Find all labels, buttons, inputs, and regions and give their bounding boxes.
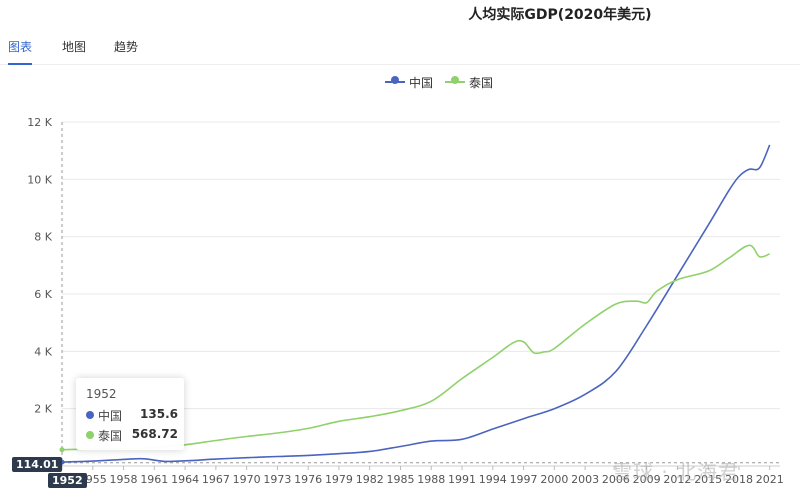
tooltip-row-china: 中国 135.6 [86,407,178,423]
x-tick-label: 1967 [202,473,230,486]
series-dot-icon [86,411,94,419]
x-tick-label: 1976 [294,473,322,486]
tooltip-series-name: 中国 [98,409,123,423]
x-tick-label: 1988 [417,473,445,486]
x-tick-label: 2012 [663,473,691,486]
tab-trend[interactable]: 趋势 [114,40,139,54]
tooltip-series-value: 135.6 [140,407,178,421]
tooltip: 1952 中国 135.6 泰国 568.72 [76,378,184,450]
x-tick-label: 2015 [694,473,722,486]
tooltip-series-value: 568.72 [131,427,178,441]
x-tick-label: 1973 [263,473,291,486]
y-tick-label: 6 K [34,288,52,301]
x-tick-label: 2006 [602,473,630,486]
x-tick-label: 1964 [171,473,199,486]
y-tick-label: 2 K [34,403,52,416]
x-tick-label: 1979 [325,473,353,486]
tooltip-year: 1952 [86,387,117,401]
x-tick-label: 1991 [448,473,476,486]
x-tick-label: 1997 [510,473,538,486]
y-tick-label: 4 K [34,345,52,358]
x-tick-label: 2000 [540,473,568,486]
y-tick-label: 12 K [27,116,52,129]
x-tick-label: 1958 [110,473,138,486]
legend-marker-icon [451,76,459,84]
series-line-china[interactable] [61,144,771,463]
crosshair-y-label: 114.01 [12,457,63,472]
crosshair-x-label: 1952 [48,473,87,488]
legend-label: 中国 [409,76,434,90]
tooltip-series-name: 泰国 [98,429,123,443]
tab-bar: 图表 地图 趋势 [0,34,800,65]
x-tick-label: 2018 [725,473,753,486]
x-tick-label: 1961 [140,473,168,486]
tab-chart[interactable]: 图表 [8,38,33,65]
y-tick-label: 8 K [34,231,52,244]
tooltip-row-thailand: 泰国 568.72 [86,427,178,443]
watermark: 雪球 · 北海君 [612,460,740,484]
series-line-thailand[interactable] [61,244,770,451]
x-tick-label: 2021 [756,473,784,486]
x-tick-label: 1985 [386,473,414,486]
x-tick-label: 1994 [479,473,507,486]
x-tick-label: 1982 [356,473,384,486]
x-tick-label: 1970 [233,473,261,486]
page-title: 人均实际GDP(2020年美元) [468,7,652,23]
x-tick-label: 2009 [633,473,661,486]
tab-map[interactable]: 地图 [62,40,87,54]
x-tick-label: 2003 [571,473,599,486]
series-dot-icon [86,431,94,439]
y-tick-label: 10 K [27,173,52,186]
legend-marker-icon [391,76,399,84]
series-point[interactable] [59,447,65,453]
legend-label: 泰国 [469,76,494,90]
